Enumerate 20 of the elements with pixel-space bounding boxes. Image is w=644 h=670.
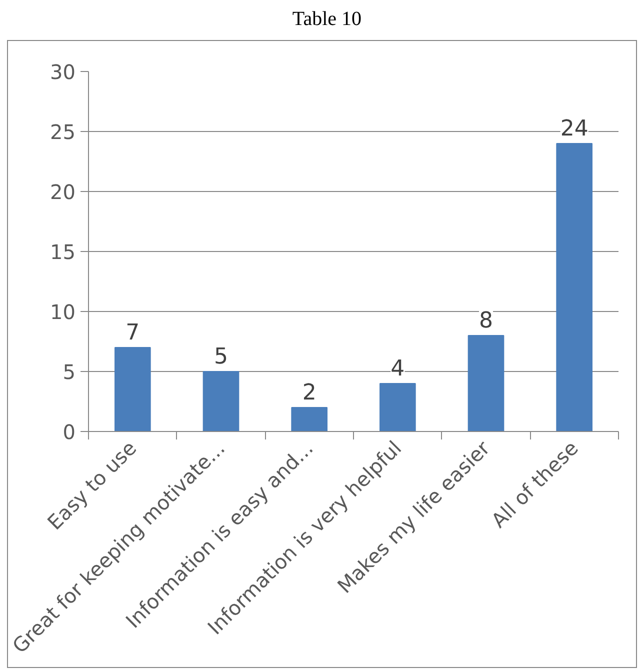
data-label: 8	[479, 308, 493, 334]
data-label: 7	[126, 320, 140, 346]
bar	[380, 383, 416, 432]
bar	[468, 335, 504, 432]
bar	[291, 407, 328, 432]
y-tick-label: 15	[50, 240, 76, 264]
data-label: 5	[214, 344, 228, 370]
data-label: 2	[302, 380, 316, 406]
data-label: 4	[390, 356, 405, 382]
bar	[556, 143, 592, 432]
data-label: 24	[560, 116, 588, 142]
bar	[202, 371, 240, 432]
y-tick-label: 5	[62, 360, 76, 384]
y-tick-label: 20	[50, 180, 76, 204]
y-tick-label: 25	[50, 120, 76, 144]
y-tick-label: 10	[50, 300, 76, 324]
chart-title: Table 10	[292, 7, 362, 32]
bar	[114, 347, 151, 432]
y-tick-label: 0	[62, 420, 76, 444]
y-tick-label: 30	[50, 60, 76, 84]
